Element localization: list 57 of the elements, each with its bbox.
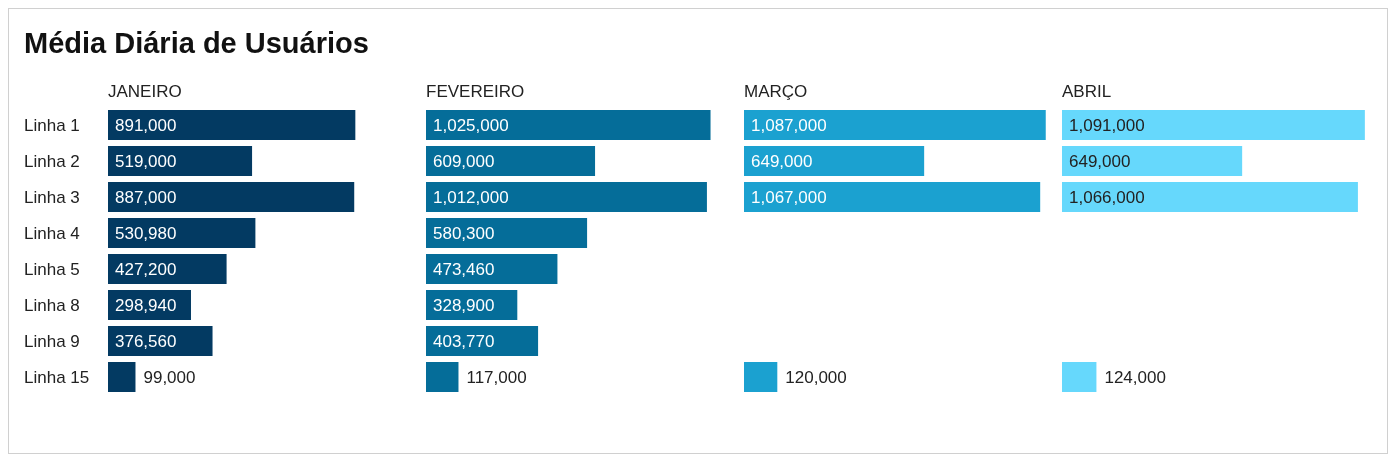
bar — [108, 218, 256, 248]
data-label: 609,000 — [433, 151, 495, 171]
data-label: 403,770 — [433, 331, 495, 351]
y-tick-label: Linha 2 — [24, 151, 80, 171]
data-label: 427,200 — [115, 259, 177, 279]
chart-title: Média Diária de Usuários — [24, 26, 370, 61]
bar — [1062, 146, 1243, 176]
chart-subtitle: MARÇO — [744, 81, 809, 103]
bar — [108, 182, 355, 212]
data-label: 530,980 — [115, 223, 177, 243]
bar — [426, 146, 596, 176]
data-label: 649,000 — [1069, 151, 1131, 171]
data-label: 887,000 — [115, 187, 177, 207]
bar — [426, 362, 459, 392]
data-label: 1,087,000 — [751, 115, 827, 135]
bar — [744, 182, 1041, 212]
bar — [1062, 362, 1097, 392]
data-label: 580,300 — [433, 223, 495, 243]
data-label: 117,000 — [466, 367, 527, 387]
chart-subtitle: ABRIL — [1062, 81, 1113, 103]
bar — [426, 182, 707, 212]
data-label: 328,900 — [433, 295, 495, 315]
y-tick-label: Linha 4 — [24, 223, 80, 243]
data-label: 99,000 — [143, 367, 196, 387]
data-label: 891,000 — [115, 115, 177, 135]
data-label: 298,940 — [115, 295, 177, 315]
y-tick-label: Linha 3 — [24, 187, 80, 207]
chart-subtitle: FEVEREIRO — [426, 81, 526, 103]
data-label: 1,012,000 — [433, 187, 509, 207]
y-tick-label: Linha 1 — [24, 115, 80, 135]
data-label: 1,091,000 — [1069, 115, 1145, 135]
bar — [108, 146, 253, 176]
data-label: 376,560 — [115, 331, 177, 351]
y-tick-label: Linha 5 — [24, 259, 80, 279]
data-label: 1,025,000 — [433, 115, 509, 135]
bar — [744, 110, 1046, 140]
data-label: 649,000 — [751, 151, 813, 171]
data-label: 1,066,000 — [1069, 187, 1145, 207]
bar — [426, 254, 558, 284]
y-tick-label: Linha 8 — [24, 295, 80, 315]
data-label: 519,000 — [115, 151, 177, 171]
data-label: 120,000 — [785, 367, 847, 387]
bar — [108, 362, 136, 392]
bar — [1062, 182, 1358, 212]
data-label: 473,460 — [433, 259, 495, 279]
data-label: 124,000 — [1104, 367, 1166, 387]
y-tick-label: Linha 15 — [24, 367, 90, 387]
bar — [1062, 110, 1365, 140]
bar — [426, 218, 588, 248]
bar — [108, 110, 356, 140]
bar — [744, 146, 925, 176]
bar — [426, 110, 711, 140]
bar — [108, 254, 227, 284]
chart-subtitle: JANEIRO — [108, 81, 183, 103]
data-label: 1,067,000 — [751, 187, 827, 207]
bar — [744, 362, 778, 392]
y-tick-label: Linha 9 — [24, 331, 80, 351]
